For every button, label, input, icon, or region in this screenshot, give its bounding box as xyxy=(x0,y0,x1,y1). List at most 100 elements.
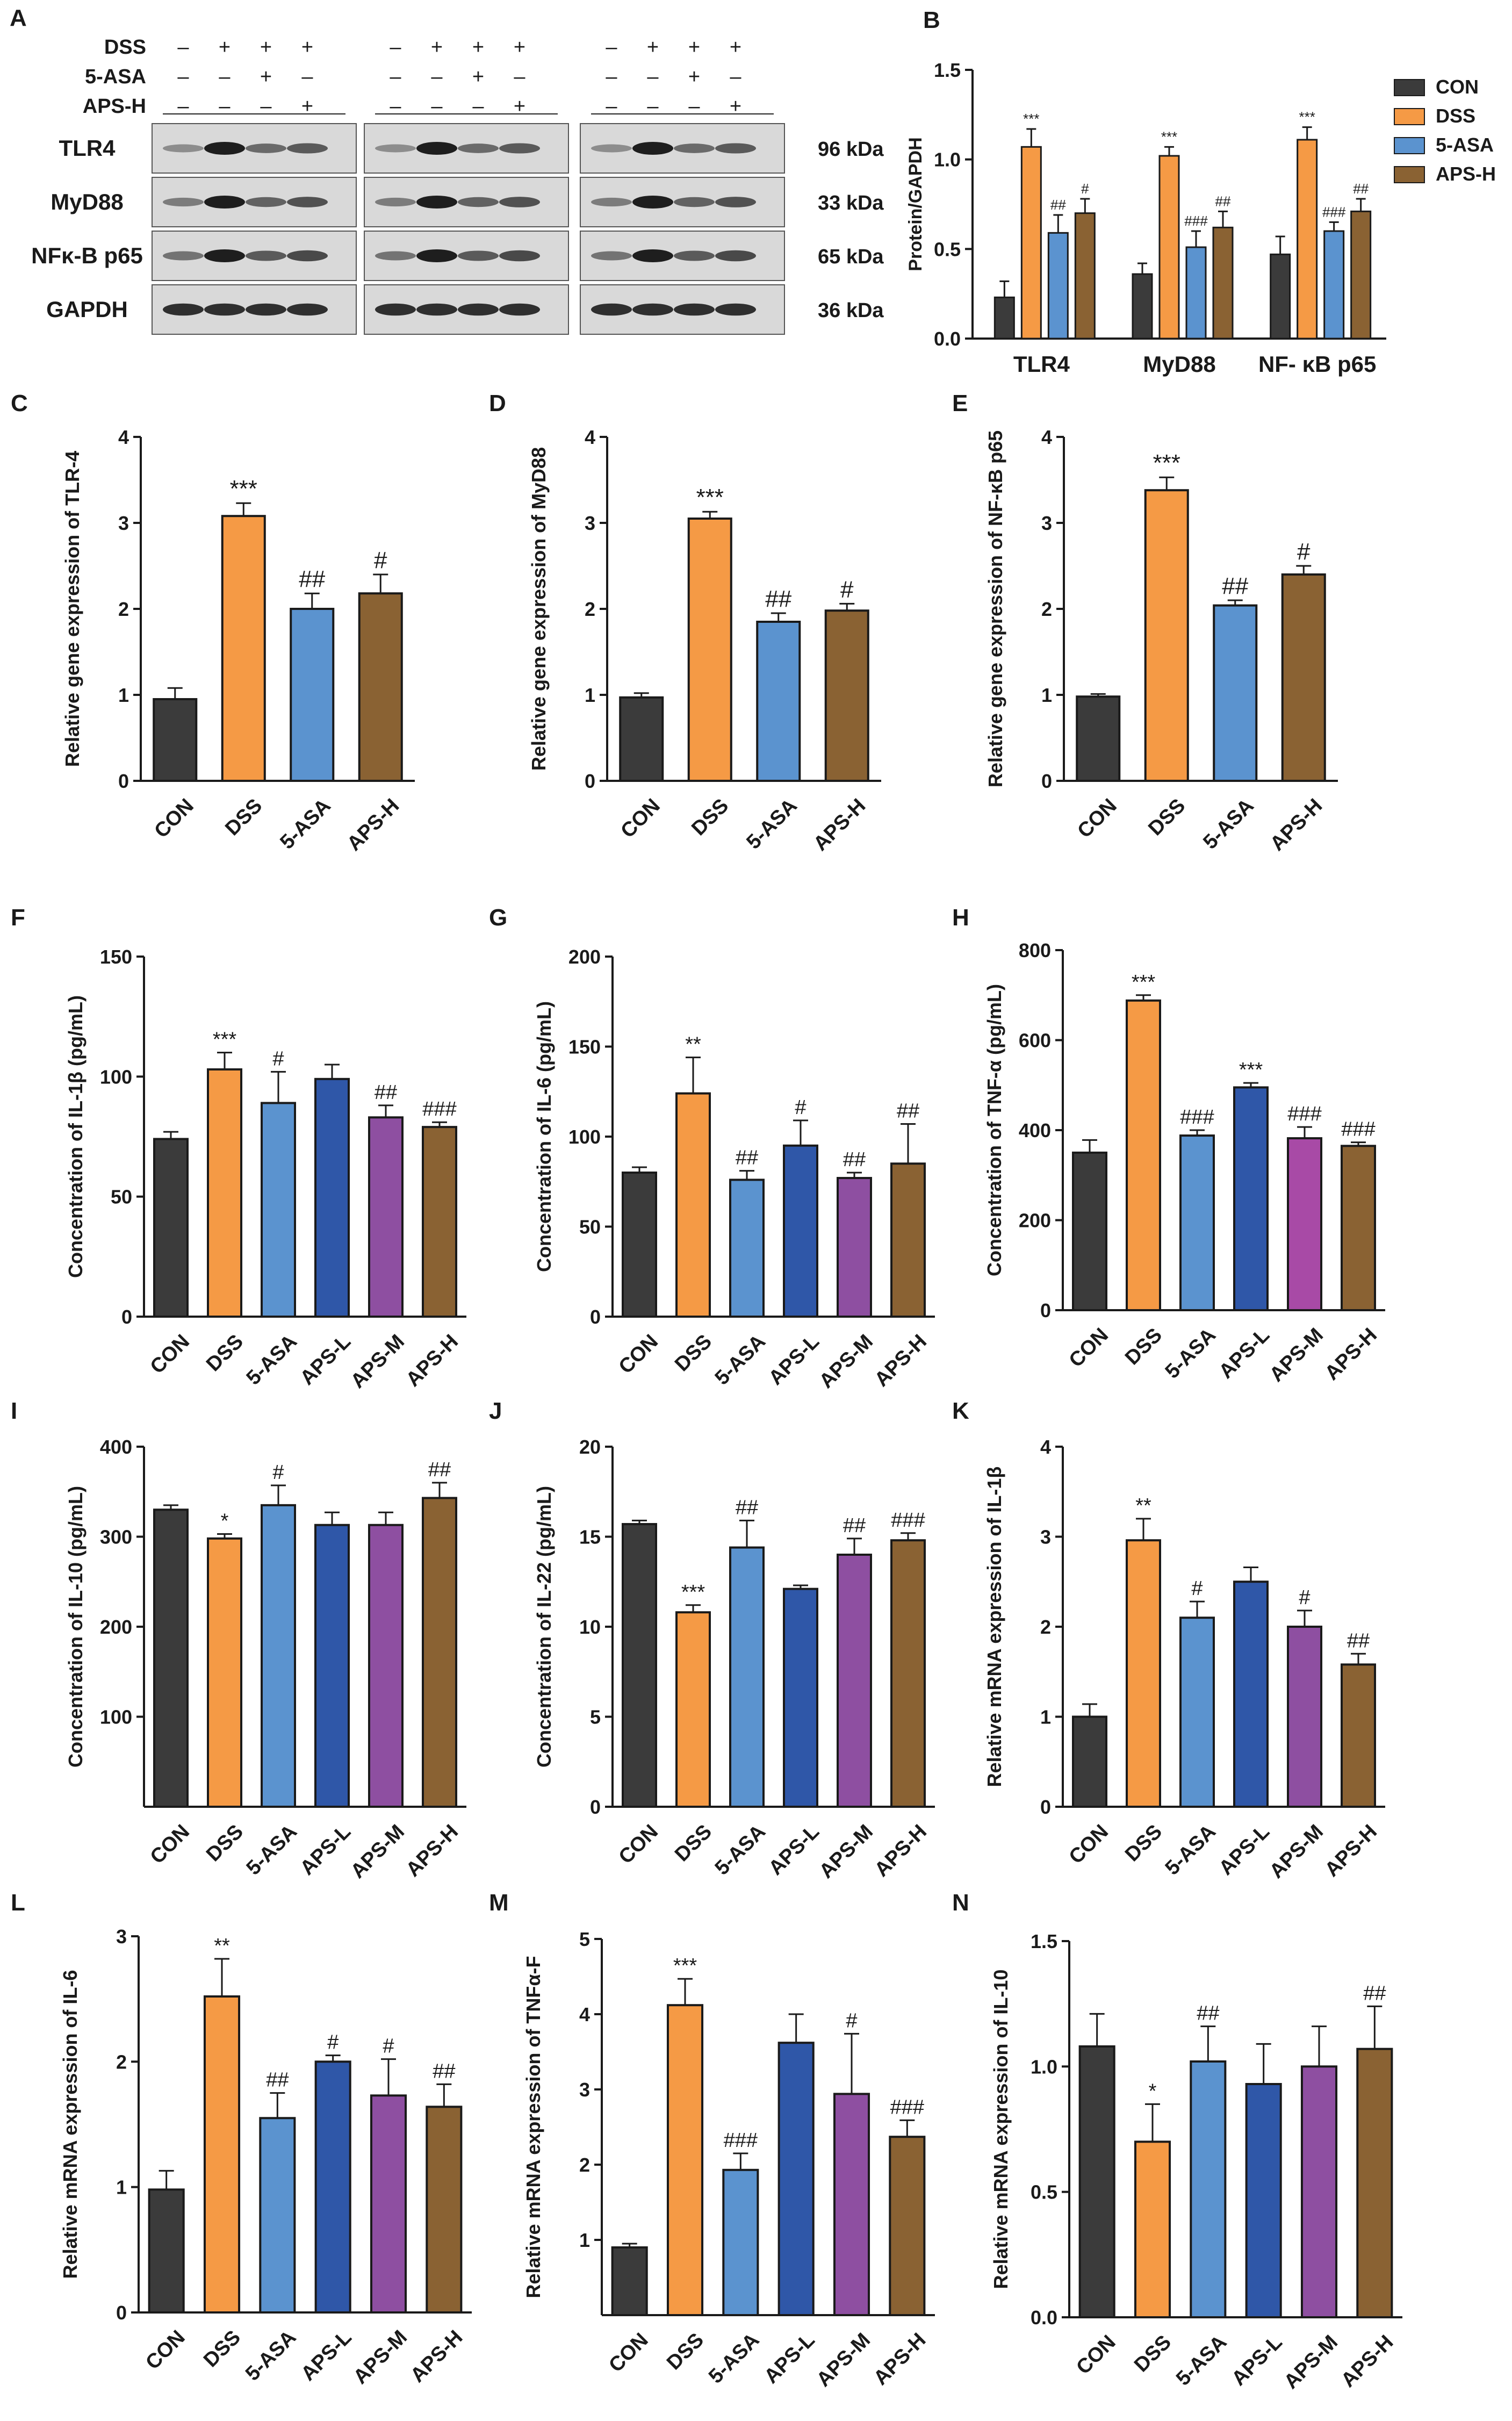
treatment-sign: + xyxy=(514,36,525,59)
y-tick-label: 2 xyxy=(1040,1616,1051,1638)
bar xyxy=(1126,1539,1161,1808)
chart-d: D 0 1 2 3 4 Relative gene expression of MyD88 C… xyxy=(489,390,881,856)
bar xyxy=(1190,2060,1227,2318)
significance-label: ## xyxy=(299,566,325,592)
blot-band xyxy=(163,251,204,261)
significance-label: * xyxy=(221,1510,229,1532)
x-category-label: APS-H xyxy=(1337,2331,1398,2391)
treatment-sign: + xyxy=(301,95,313,118)
blot-band xyxy=(375,303,416,316)
significance-label: ### xyxy=(1287,1103,1321,1125)
significance-label: ## xyxy=(428,1459,451,1481)
blot-band xyxy=(287,197,328,207)
y-tick-label: 200 xyxy=(100,1616,132,1638)
y-tick-label: 100 xyxy=(100,1706,132,1728)
bar xyxy=(1350,210,1372,340)
bar xyxy=(837,1554,872,1808)
x-category-label: APS-L xyxy=(1215,1324,1274,1383)
y-tick-label: 3 xyxy=(116,1926,127,1948)
x-category-label: CON xyxy=(1073,794,1121,842)
x-category-label: APS-L xyxy=(765,1330,824,1389)
treatment-sign: – xyxy=(431,95,443,118)
x-category-label: DSS xyxy=(1121,1820,1167,1866)
y-tick-label: 0.5 xyxy=(1031,2181,1057,2203)
blot-band xyxy=(674,197,715,207)
y-tick-label: 0 xyxy=(585,770,595,792)
y-tick-label: 150 xyxy=(568,1036,601,1058)
treatment-sign: + xyxy=(260,36,272,59)
treatment-sign: + xyxy=(730,36,741,59)
bar xyxy=(1233,1581,1269,1808)
x-category-label: APS-M xyxy=(815,1820,877,1883)
legend-label: CON xyxy=(1436,76,1479,98)
blot-band xyxy=(246,303,286,316)
treatment-sign: – xyxy=(177,66,189,88)
x-category-label: DSS xyxy=(202,1330,248,1376)
blot-band xyxy=(375,251,416,261)
y-tick-label: 4 xyxy=(579,2003,590,2025)
x-category-label: APS-L xyxy=(765,1820,824,1879)
significance-label: ### xyxy=(1184,213,1208,229)
y-axis-label: Relative mRNA expression of IL-10 xyxy=(990,1970,1012,2289)
significance-label: # xyxy=(272,1047,284,1070)
legend-label: APS-H xyxy=(1436,163,1496,185)
bar xyxy=(153,698,198,782)
significance-label: ## xyxy=(765,586,791,612)
bar xyxy=(1185,246,1207,340)
x-category-label: DSS xyxy=(199,2326,245,2372)
bar xyxy=(824,609,869,782)
blot-band xyxy=(204,249,245,262)
x-category-label: APS-H xyxy=(869,2329,930,2389)
y-tick-label: 3 xyxy=(118,512,129,534)
y-tick-label: 20 xyxy=(579,1436,601,1458)
x-category-label: APS-L xyxy=(296,1820,355,1879)
significance-label: ## xyxy=(1353,181,1369,197)
y-tick-label: 1 xyxy=(1041,684,1052,706)
bar xyxy=(1341,1145,1376,1311)
protein-kda: 65 kDa xyxy=(818,246,884,268)
significance-label: ### xyxy=(1322,204,1346,220)
significance-label: # xyxy=(840,576,854,602)
bar xyxy=(783,1587,818,1808)
bar xyxy=(1078,2045,1115,2318)
y-tick-label: 0.0 xyxy=(1031,2307,1057,2329)
x-category-label: APS-H xyxy=(809,794,870,855)
bar xyxy=(622,1172,657,1318)
x-category-label: APS-M xyxy=(347,1820,409,1883)
chart-l: L 0 1 2 3 Relative mRNA expression of IL-6 CON… xyxy=(11,1890,472,2389)
significance-label: # xyxy=(327,2031,339,2054)
bar xyxy=(1287,1626,1322,1808)
chart-k: K 0 1 2 3 4 Relative mRNA expression of IL-1β C… xyxy=(952,1398,1385,1883)
treatment-sign: – xyxy=(219,66,231,88)
significance-label: ** xyxy=(214,1935,230,1957)
chart-f: F 0 50 100 150 Concentration of IL-1β (pg/mL)… xyxy=(11,904,466,1393)
x-category-label: APS-M xyxy=(347,1330,409,1392)
x-category-label: DSS xyxy=(1144,794,1190,840)
x-category-label: 5-ASA xyxy=(742,794,801,853)
panel-letter: K xyxy=(952,1398,969,1424)
panel-letter: F xyxy=(11,904,25,931)
bar xyxy=(370,2094,407,2314)
chart-e: E 0 1 2 3 4 Relative gene expression of NF-κB … xyxy=(952,390,1338,856)
bar xyxy=(1074,212,1096,340)
x-category-label: APS-H xyxy=(1266,794,1327,855)
y-tick-label: 200 xyxy=(568,946,601,968)
y-tick-label: 15 xyxy=(579,1526,601,1548)
blot-band xyxy=(458,143,499,153)
blot-band xyxy=(591,197,632,207)
bar xyxy=(1126,999,1161,1312)
bar xyxy=(422,1497,457,1808)
bar xyxy=(622,1523,657,1808)
bar xyxy=(1179,1617,1215,1808)
significance-label: ## xyxy=(843,1514,866,1537)
y-tick-label: 4 xyxy=(585,426,595,448)
x-category-label: 5-ASA xyxy=(711,1330,770,1389)
x-category-label: APS-L xyxy=(1227,2331,1286,2390)
bar xyxy=(890,1162,926,1318)
bar xyxy=(1020,146,1042,340)
significance-label: ## xyxy=(1215,193,1231,209)
x-category-label: DSS xyxy=(671,1330,716,1376)
significance-label: ### xyxy=(422,1098,456,1120)
bar xyxy=(1233,1086,1269,1311)
